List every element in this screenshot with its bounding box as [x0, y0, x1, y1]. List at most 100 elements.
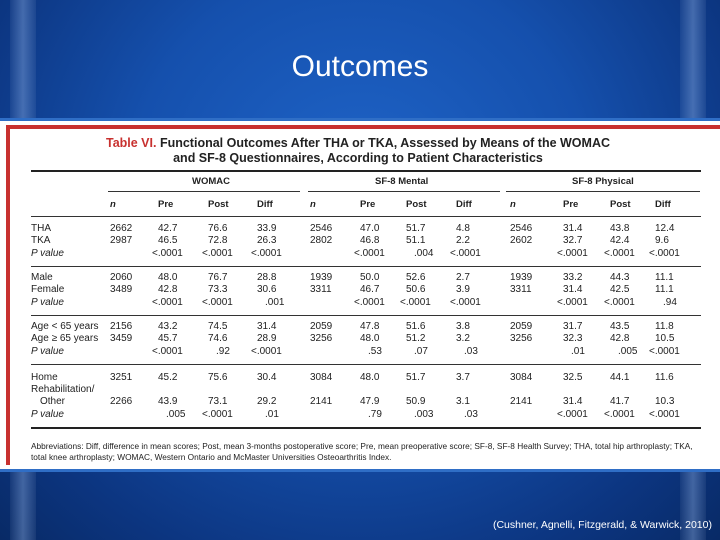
table-cell: 51.7 — [406, 223, 426, 234]
section-rule-1 — [31, 266, 701, 267]
table-cell: 3.2 — [456, 333, 470, 344]
table-cell: 42.8 — [158, 284, 178, 295]
table-cell: 2059 — [510, 321, 533, 332]
table-cell: <.0001 — [152, 248, 183, 259]
table-cell: .001 — [265, 297, 285, 308]
table-cell: 50.9 — [406, 396, 426, 407]
table-cell: <.0001 — [202, 248, 233, 259]
table-cell: <.0001 — [152, 297, 183, 308]
table-cell: 32.7 — [563, 235, 583, 246]
table-number: Table VI. — [105, 136, 157, 150]
table-cell: <.0001 — [604, 297, 635, 308]
table-cell: 75.6 — [208, 372, 228, 383]
table-cell: <.0001 — [450, 248, 481, 259]
table-cell: 45.2 — [158, 372, 178, 383]
table-cell: 9.6 — [655, 235, 669, 246]
table-cell: 45.7 — [158, 333, 178, 344]
table-cell: .53 — [368, 346, 382, 357]
row-label: THA — [31, 223, 51, 234]
table-cell: 2156 — [110, 321, 133, 332]
table-cell: 73.1 — [208, 396, 228, 407]
table-cell: .005 — [618, 346, 638, 357]
table-cell: <.0001 — [604, 409, 635, 420]
table-cell: 33.2 — [563, 272, 583, 283]
table-cell: 72.8 — [208, 235, 228, 246]
table-footnote: Abbreviations: Diff, difference in mean … — [31, 441, 693, 462]
table-cell: <.0001 — [152, 346, 183, 357]
table-cell: 76.6 — [208, 223, 228, 234]
table-cell: 46.5 — [158, 235, 178, 246]
table-cell: 3.8 — [456, 321, 470, 332]
row-label: Home — [31, 372, 58, 383]
table-cell: 28.8 — [257, 272, 277, 283]
table-cell: 2546 — [510, 223, 533, 234]
table-title-line1: Functional Outcomes After THA or TKA, As… — [159, 136, 611, 150]
table-cell: 3084 — [310, 372, 333, 383]
table-cell: 41.7 — [610, 396, 630, 407]
table-title-line2: and SF-8 Questionnaires, According to Pa… — [173, 151, 543, 165]
table-cell: 44.3 — [610, 272, 630, 283]
table-cell: 2141 — [510, 396, 533, 407]
table-cell: 73.3 — [208, 284, 228, 295]
table-cell: <.0001 — [202, 297, 233, 308]
column-header: Diff — [257, 199, 273, 210]
table-cell: 3311 — [510, 284, 532, 295]
table-cell: 2602 — [510, 235, 533, 246]
column-header: Pre — [563, 199, 579, 210]
table-cell: 48.0 — [360, 372, 380, 383]
table-cell: 74.6 — [208, 333, 228, 344]
table-cell: 11.6 — [655, 372, 674, 383]
table-cell: 2266 — [110, 396, 133, 407]
table-cell: 3.7 — [456, 372, 470, 383]
group-header-sf8-mental: SF-8 Mental — [375, 176, 429, 187]
table-cell: 31.4 — [563, 284, 583, 295]
row-label: Male — [31, 272, 53, 283]
table-cell: 76.7 — [208, 272, 228, 283]
table-cell: 4.8 — [456, 223, 470, 234]
table-cell: 2.2 — [456, 235, 470, 246]
table-cell: <.0001 — [649, 248, 680, 259]
table-cell: .92 — [216, 346, 230, 357]
table-cell: <.0001 — [557, 297, 588, 308]
group-header-womac: WOMAC — [192, 176, 230, 187]
table-cell: 42.7 — [158, 223, 178, 234]
table-cell: 2059 — [310, 321, 333, 332]
table-cell: .79 — [368, 409, 382, 420]
column-header: Post — [406, 199, 427, 210]
table-cell: 30.6 — [257, 284, 277, 295]
table-cell: 3.9 — [456, 284, 470, 295]
table-cell: <.0001 — [450, 297, 481, 308]
table-cell: .005 — [166, 409, 186, 420]
table-cell: .03 — [464, 346, 478, 357]
row-label: P value — [31, 248, 64, 259]
table-cell: 51.6 — [406, 321, 426, 332]
table-cell: 32.5 — [563, 372, 583, 383]
table-cell: 2662 — [110, 223, 133, 234]
table-cell: <.0001 — [400, 297, 431, 308]
table-cell: 44.1 — [610, 372, 630, 383]
column-header: n — [110, 199, 116, 210]
table-cell: 43.8 — [610, 223, 630, 234]
table-cell: <.0001 — [557, 248, 588, 259]
table-cell: 30.4 — [257, 372, 277, 383]
table-cell: 51.2 — [406, 333, 426, 344]
table-title: Table VI. Functional Outcomes After THA … — [28, 136, 688, 166]
table-cell: 42.4 — [610, 235, 630, 246]
table-cell: 31.4 — [563, 396, 583, 407]
table-cell: 2060 — [110, 272, 133, 283]
row-label: Rehabilitation/ — [31, 384, 95, 395]
table-cell: 3084 — [510, 372, 533, 383]
table-cell: 43.5 — [610, 321, 630, 332]
table-cell: 47.0 — [360, 223, 380, 234]
table-cell: 3489 — [110, 284, 133, 295]
group-rule-sf8-mental — [308, 191, 500, 192]
table-card-frame — [6, 125, 720, 465]
table-cell: 32.3 — [563, 333, 583, 344]
table-cell: 43.9 — [158, 396, 178, 407]
table-cell: 42.8 — [610, 333, 630, 344]
table-cell: 51.1 — [406, 235, 426, 246]
table-cell: 3311 — [310, 284, 332, 295]
table-cell: <.0001 — [251, 346, 282, 357]
table-cell: 43.2 — [158, 321, 178, 332]
header-bottom-rule — [31, 216, 701, 217]
